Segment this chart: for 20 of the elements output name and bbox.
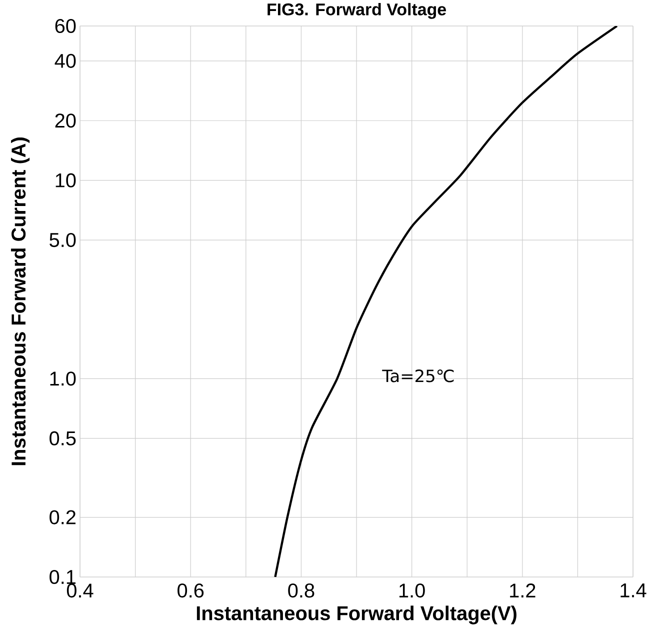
x-tick-label: 1.4 (620, 584, 646, 598)
y-tick-label: 60 (55, 18, 76, 34)
y-tick-label: 0.5 (50, 431, 76, 446)
y-tick-label: 5.0 (50, 232, 76, 248)
x-tick-label: 1.2 (510, 584, 536, 598)
y-tick-label: 20 (55, 114, 76, 128)
y-tick-label: 40 (54, 54, 76, 68)
line-series (274, 26, 618, 577)
y-axis-title: Instantaneous Forward Current (A) (10, 138, 30, 466)
x-axis-title: Instantaneous Forward Voltage(V) (196, 606, 516, 624)
y-tick-label: 0.2 (50, 510, 76, 524)
x-tick-label: 0.6 (178, 584, 204, 598)
y-tick-label: 10 (56, 173, 76, 188)
chart-title: FIG3. Forward Voltage (268, 2, 446, 19)
annotation: Ta=25℃ (382, 369, 454, 382)
x-tick-label: 1.0 (399, 584, 425, 598)
y-tick-label: 0.1 (50, 570, 76, 584)
y-tick-label: 1.0 (50, 372, 76, 386)
x-tick-label: 0.4 (66, 584, 94, 598)
x-tick-label: 0.8 (288, 584, 314, 598)
